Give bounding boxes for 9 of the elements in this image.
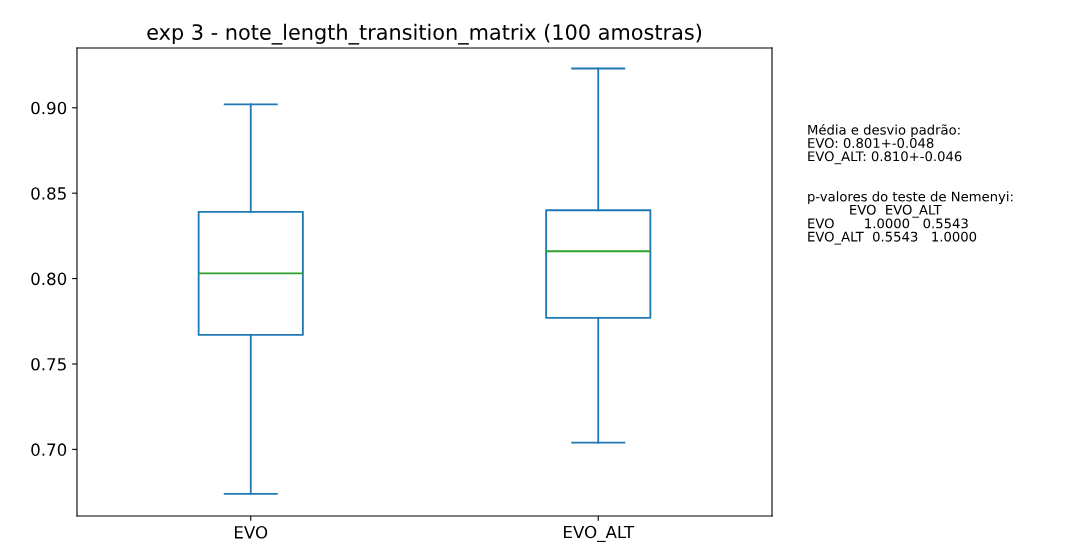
y-tick-label: 0.80 — [31, 272, 67, 286]
text: Média e desvio padrão: EVO: 0.801+-0.048 EVO_ALT: 0.810+-0.046 p-valores do teste de Nemenyi: EVO EVO_ALT EVO 1.0000 0.5543 EVO_ALT 0.5543 1.0000 — [808, 124, 1013, 245]
y-tick-label: 0.85 — [31, 187, 66, 200]
y-tick-label: 0.90 — [31, 101, 67, 115]
x-tick-label: EVO_ALT — [564, 525, 635, 543]
y-tick-label: 0.70 — [31, 443, 67, 456]
x-tick-label: EVO — [235, 526, 268, 539]
y-tick-label: 0.75 — [31, 357, 66, 371]
chart-title: exp 3 - note_length_transition_matrix (100 amostras) — [147, 23, 702, 45]
